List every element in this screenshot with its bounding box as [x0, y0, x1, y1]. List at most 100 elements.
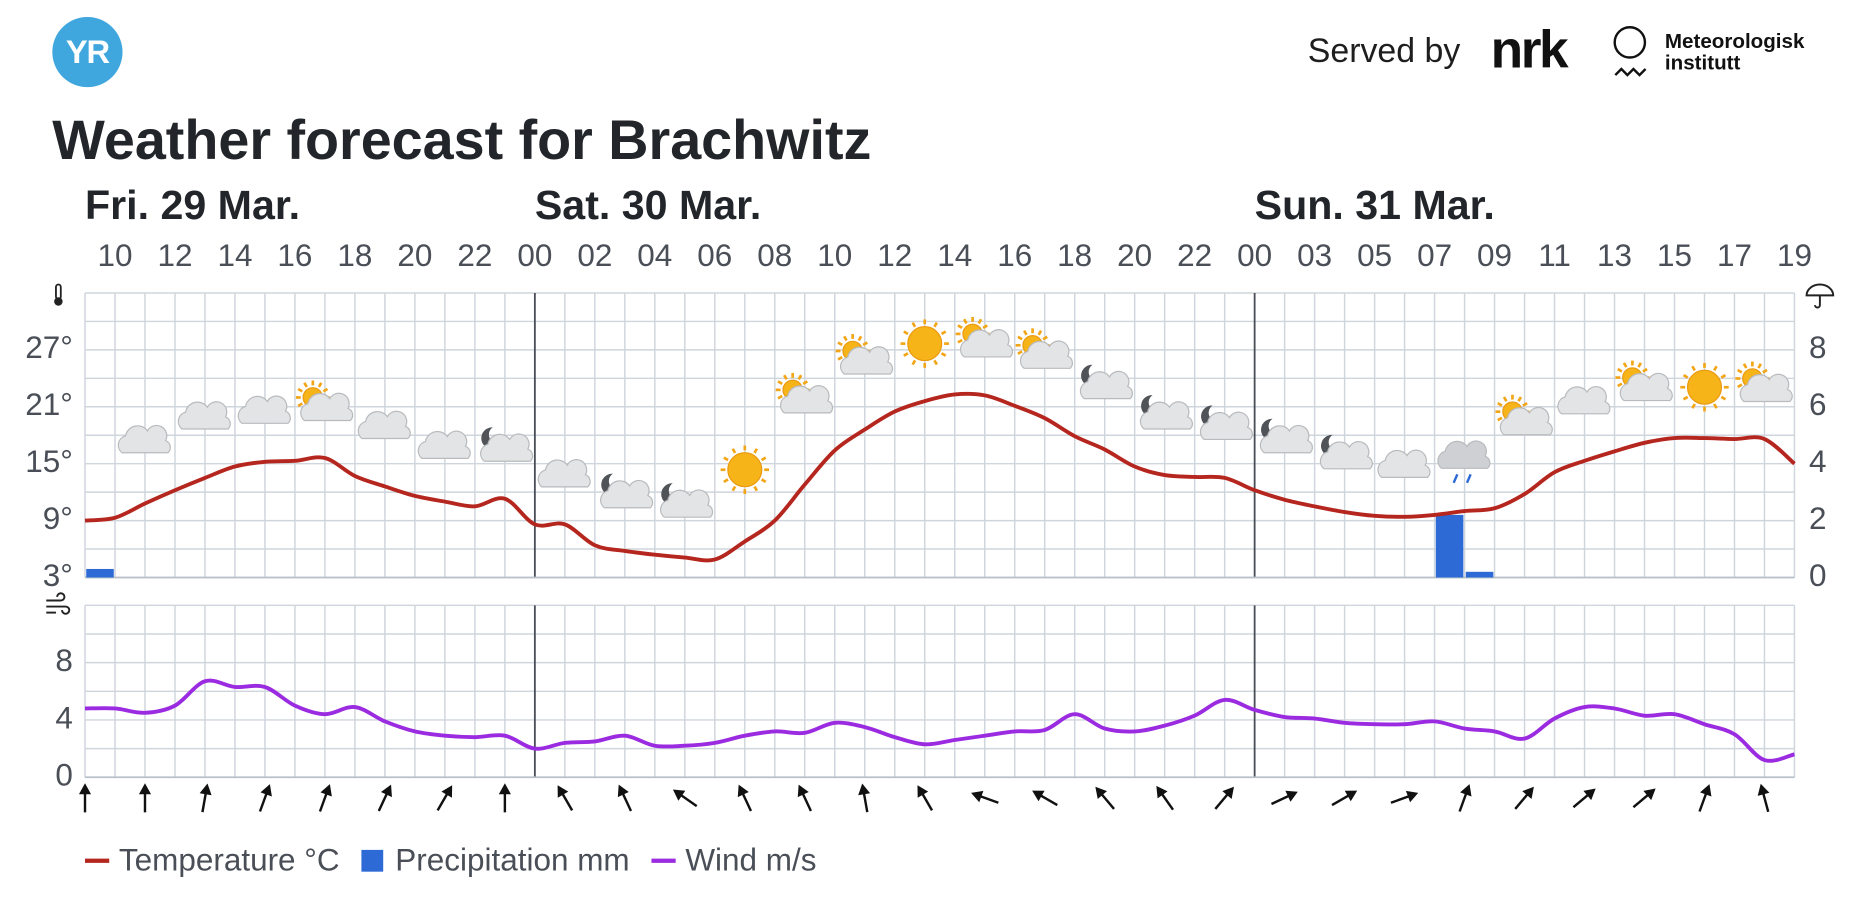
arrow-head: [320, 784, 332, 797]
arrow-shaft: [1761, 790, 1770, 813]
arrow-shaft: [862, 790, 869, 813]
wind-arrow: [1514, 786, 1534, 810]
arrow-head: [380, 784, 392, 798]
yr-logo[interactable]: YR: [52, 16, 123, 88]
sun-ray: [297, 387, 304, 393]
met-logo[interactable]: Meteorologisk institutt: [1613, 26, 1805, 77]
sun-ray: [843, 335, 848, 342]
sun-ray: [797, 374, 803, 381]
arrow-head: [1522, 786, 1534, 799]
sun-ray: [303, 382, 308, 388]
legend-label: Wind m/s: [685, 842, 816, 877]
nrk-logo[interactable]: nrk: [1491, 20, 1572, 79]
day-label: Fri. 29 Mar.: [85, 182, 300, 228]
arrow-shaft: [201, 790, 208, 813]
sun-ray: [297, 402, 304, 408]
wind-arrow: [1270, 790, 1298, 806]
vertical-grid: [84, 292, 1796, 778]
arrow-head: [1643, 788, 1656, 801]
sun-ray: [1637, 362, 1643, 368]
wind-arrow: [1331, 790, 1358, 807]
wind-arrow: [1572, 788, 1596, 809]
cloud: [357, 410, 411, 440]
arrow-head: [858, 783, 871, 796]
weather-icon: [955, 316, 1014, 358]
wind-arrow: [1156, 785, 1174, 811]
x-tick-label: 10: [817, 238, 852, 273]
precip-bar: [86, 568, 114, 578]
sun-ray: [903, 352, 909, 357]
wind-arrow: [498, 783, 511, 813]
sun-ray: [317, 382, 323, 388]
sun-ray: [911, 359, 917, 366]
sun-ray: [731, 485, 737, 492]
cloud: [839, 346, 894, 375]
arrow-head: [138, 783, 152, 795]
cloud: [1619, 372, 1673, 402]
sun-ray: [903, 330, 909, 336]
x-tick-label: 19: [1777, 238, 1812, 273]
x-tick-label: 07: [1417, 238, 1452, 273]
wind-arrow: [318, 784, 332, 812]
sun-ray: [933, 359, 939, 366]
cloud: [1139, 401, 1193, 430]
cloud: [1557, 386, 1611, 415]
page-title: Weather forecast for Brachwitz: [52, 109, 871, 171]
weather-icon: [1139, 395, 1193, 430]
sun-ray: [1682, 395, 1689, 401]
wind-arrow: [1390, 790, 1419, 804]
arrow-head: [917, 785, 929, 798]
arrow-head: [1460, 784, 1472, 797]
sun-ray: [802, 380, 809, 385]
wind-arrow: [78, 783, 92, 813]
x-tick-label: 17: [1717, 238, 1752, 273]
weather-icon: [357, 410, 411, 440]
sun-ray: [977, 318, 983, 325]
sun-ray: [723, 456, 729, 462]
sun-ray: [911, 321, 917, 328]
sun: [1686, 369, 1723, 405]
weather-icon: [537, 459, 591, 488]
cloud: [117, 424, 171, 454]
weather-icon: [1680, 363, 1729, 412]
weather-icon: [1557, 386, 1611, 415]
wind-arrow: [1095, 786, 1115, 810]
sun-ray: [1497, 402, 1503, 407]
x-tick-label: 06: [697, 238, 732, 273]
x-tick-label: 05: [1357, 238, 1392, 273]
cloud: [1319, 441, 1373, 470]
logo-circle: [52, 16, 123, 88]
sun-ray: [783, 374, 788, 381]
sun-ray: [1017, 350, 1023, 355]
day-label: Sun. 31 Mar.: [1255, 182, 1495, 228]
umbrella-icon: [1805, 283, 1835, 309]
x-tick-label: 18: [1057, 238, 1092, 273]
sun-ray: [1713, 403, 1718, 409]
weather-icon: [480, 427, 534, 462]
arrow-head: [1156, 785, 1168, 799]
sun-ray: [837, 341, 843, 347]
sun-ray: [1691, 403, 1696, 409]
y-tick-label: 9°: [43, 501, 73, 536]
y2-tick-label: 4: [1809, 444, 1827, 479]
sun-ray: [1742, 363, 1748, 369]
cloud: [1437, 440, 1491, 469]
weather-icon: [117, 424, 171, 454]
sun-ray: [1762, 368, 1768, 374]
wind-arrow: [737, 784, 753, 812]
cloud: [480, 433, 534, 462]
x-tick-label: 18: [337, 238, 372, 273]
sun-ray: [1713, 365, 1718, 372]
rain-drop: [1452, 473, 1472, 484]
arrow-head: [199, 783, 212, 796]
wind-arrow: [1698, 784, 1712, 812]
sun-ray: [1037, 329, 1043, 336]
x-tick-label: 10: [97, 238, 132, 273]
weather-icon: [237, 395, 291, 424]
wind-arrow: [858, 783, 871, 813]
cloud: [1079, 370, 1134, 400]
met-circle: [1613, 26, 1647, 59]
sun-ray: [777, 394, 783, 400]
weather-icon: [900, 319, 949, 368]
y-tick-label: 0: [55, 758, 73, 793]
